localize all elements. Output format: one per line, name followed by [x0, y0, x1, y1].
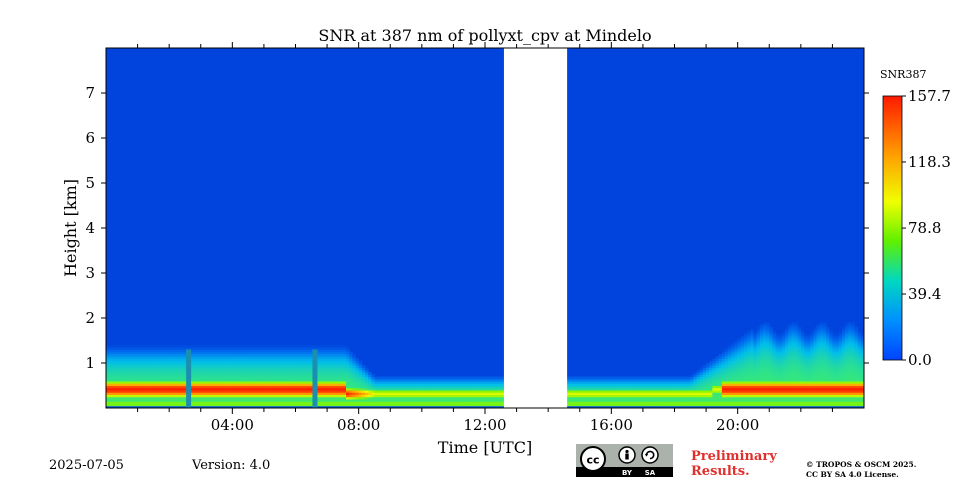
y-tick-label: 1 [85, 354, 95, 372]
chart-title: SNR at 387 nm of pollyxt_cpv at Mindelo [318, 26, 651, 45]
y-tick-label: 6 [85, 129, 95, 147]
y-tick-label: 3 [85, 264, 95, 282]
copyright-notice: © TROPOS & OSCM 2025. CC BY SA 4.0 Licen… [806, 460, 916, 480]
x-axis: 04:00 08:00 12:00 16:00 20:00 [137, 42, 833, 434]
colorbar-tick-label: 157.7 [908, 87, 951, 105]
x-tick-label: 04:00 [211, 416, 254, 434]
cc-icon [580, 446, 606, 472]
badge-by: BY [622, 469, 633, 477]
copyright-line-1: © TROPOS & OSCM 2025. [806, 460, 917, 469]
y-tick-label: 2 [85, 309, 95, 327]
share-alike-icon [641, 446, 659, 464]
version-label: Version: 4.0 [192, 458, 271, 473]
dropout-stripe-1 [186, 349, 192, 408]
preliminary-line-1: Preliminary [691, 449, 777, 464]
badge-sa: SA [645, 469, 656, 477]
x-tick-label: 16:00 [590, 416, 633, 434]
x-tick-label: 20:00 [716, 416, 759, 434]
y-axis: 1 2 3 4 5 6 7 [85, 84, 869, 372]
x-axis-label: Time [UTC] [438, 438, 532, 457]
y-tick-label: 5 [85, 174, 95, 192]
copyright-line-2: CC BY SA 4.0 License. [806, 470, 899, 479]
preliminary-notice: Preliminary Results. [691, 449, 777, 479]
cc-license-badge: cc BY SA [576, 444, 673, 477]
colorbar-tick-label: 78.8 [908, 219, 941, 237]
x-tick-label: 08:00 [337, 416, 380, 434]
colorbar-ticks: 157.7 118.3 78.8 39.4 0.0 [902, 87, 951, 369]
data-gap [503, 48, 568, 408]
date-label: 2025-07-05 [49, 458, 124, 473]
y-tick-label: 7 [85, 84, 95, 102]
x-tick-label: 12:00 [463, 416, 506, 434]
heatmap [106, 48, 865, 409]
colorbar [882, 95, 903, 361]
colorbar-tick-label: 0.0 [908, 351, 932, 369]
colorbar-tick-label: 39.4 [908, 285, 941, 303]
dropout-stripe-2 [312, 349, 318, 408]
y-axis-label: Height [km] [61, 179, 80, 277]
colorbar-title: SNR387 [880, 68, 926, 81]
preliminary-line-2: Results. [691, 464, 750, 479]
y-tick-label: 4 [85, 219, 95, 237]
colorbar-tick-label: 118.3 [908, 153, 951, 171]
